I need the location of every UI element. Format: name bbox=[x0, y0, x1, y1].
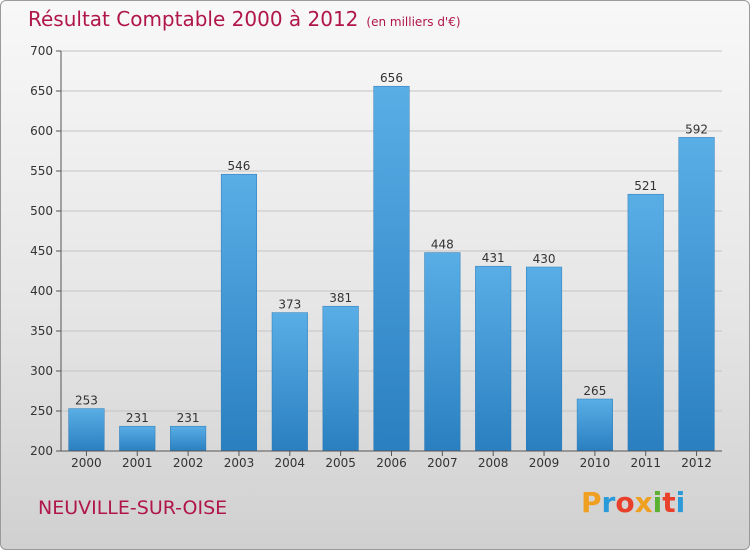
x-tick-label: 2012 bbox=[681, 456, 712, 470]
bar bbox=[576, 398, 613, 452]
bar bbox=[373, 85, 410, 452]
x-tick-label: 2010 bbox=[580, 456, 611, 470]
logo-letter: r bbox=[601, 486, 616, 519]
bar bbox=[322, 305, 359, 452]
bar-value-label: 546 bbox=[228, 159, 251, 173]
x-tick-label: 2001 bbox=[122, 456, 153, 470]
bar-value-label: 656 bbox=[380, 71, 403, 85]
x-tick-label: 2004 bbox=[275, 456, 306, 470]
chart-title: Résultat Comptable 2000 à 2012 (en millie… bbox=[28, 7, 461, 31]
x-tick-label: 2007 bbox=[427, 456, 458, 470]
y-tick-label: 400 bbox=[30, 284, 53, 298]
x-tick-label: 2005 bbox=[325, 456, 356, 470]
bar bbox=[170, 425, 207, 452]
bar-value-label: 253 bbox=[75, 394, 98, 408]
bar-value-label: 521 bbox=[634, 179, 657, 193]
logo-letter: i bbox=[675, 486, 686, 519]
bar-value-label: 592 bbox=[685, 122, 708, 136]
logo-letter: P bbox=[581, 486, 602, 519]
y-tick-label: 500 bbox=[30, 204, 53, 218]
title-text: Résultat Comptable 2000 à 2012 bbox=[28, 7, 359, 31]
bar bbox=[525, 266, 563, 452]
x-tick-label: 2009 bbox=[529, 456, 560, 470]
location-name: NEUVILLE-SUR-OISE bbox=[38, 497, 228, 519]
y-tick-label: 450 bbox=[30, 244, 53, 258]
bar bbox=[220, 173, 258, 452]
proxiti-logo: Proxiti bbox=[581, 486, 685, 519]
x-tick-label: 2000 bbox=[71, 456, 102, 470]
bar bbox=[271, 312, 308, 452]
y-tick-label: 600 bbox=[30, 124, 53, 138]
y-tick-label: 650 bbox=[30, 84, 53, 98]
y-tick-label: 200 bbox=[30, 444, 53, 458]
bar-value-label: 231 bbox=[126, 411, 149, 425]
y-tick-label: 350 bbox=[30, 324, 53, 338]
bar bbox=[678, 137, 715, 452]
y-tick-label: 550 bbox=[30, 164, 53, 178]
bar bbox=[424, 252, 461, 452]
bar-value-label: 430 bbox=[533, 252, 556, 266]
logo-letter: i bbox=[652, 486, 663, 519]
bar-value-label: 431 bbox=[482, 251, 505, 265]
bar-value-label: 265 bbox=[583, 384, 606, 398]
logo-letter: x bbox=[634, 486, 653, 519]
bar-value-label: 373 bbox=[278, 298, 301, 312]
bar-value-label: 381 bbox=[329, 291, 352, 305]
logo-letter: o bbox=[615, 486, 635, 519]
x-tick-label: 2011 bbox=[630, 456, 661, 470]
bar-value-label: 448 bbox=[431, 238, 454, 252]
y-tick-label: 300 bbox=[30, 364, 53, 378]
bar bbox=[475, 265, 512, 452]
logo-letter: t bbox=[662, 486, 676, 519]
bar bbox=[119, 425, 156, 452]
x-tick-label: 2002 bbox=[173, 456, 204, 470]
x-tick-label: 2008 bbox=[478, 456, 509, 470]
y-tick-label: 700 bbox=[30, 44, 53, 58]
y-tick-label: 250 bbox=[30, 404, 53, 418]
bar bbox=[627, 193, 664, 452]
x-tick-label: 2003 bbox=[224, 456, 255, 470]
bar-value-label: 231 bbox=[177, 411, 200, 425]
x-tick-label: 2006 bbox=[376, 456, 407, 470]
title-unit: (en milliers d'€) bbox=[366, 15, 461, 29]
bar bbox=[68, 408, 105, 452]
